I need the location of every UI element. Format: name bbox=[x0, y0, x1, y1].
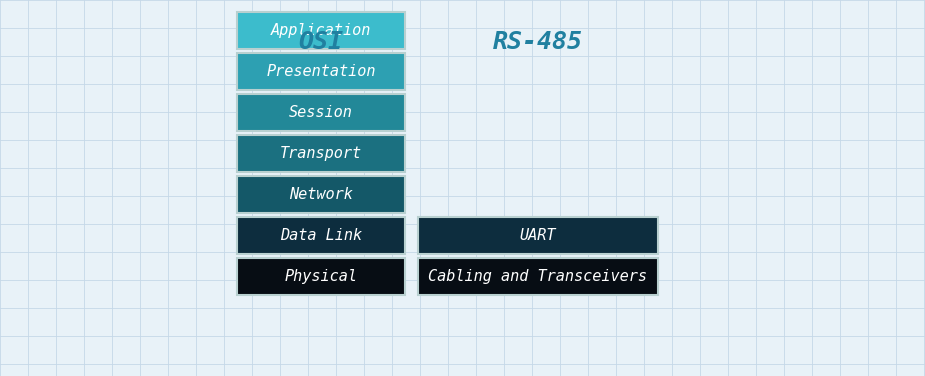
FancyBboxPatch shape bbox=[237, 12, 405, 49]
Text: UART: UART bbox=[520, 228, 556, 243]
Text: Physical: Physical bbox=[285, 269, 357, 284]
Text: RS-485: RS-485 bbox=[493, 30, 583, 54]
FancyBboxPatch shape bbox=[418, 217, 658, 254]
FancyBboxPatch shape bbox=[237, 217, 405, 254]
FancyBboxPatch shape bbox=[237, 53, 405, 90]
Text: Cabling and Transceivers: Cabling and Transceivers bbox=[428, 269, 648, 284]
FancyBboxPatch shape bbox=[237, 176, 405, 213]
Text: Transport: Transport bbox=[280, 146, 362, 161]
Text: Application: Application bbox=[271, 23, 371, 38]
Text: Presentation: Presentation bbox=[266, 64, 376, 79]
FancyBboxPatch shape bbox=[237, 258, 405, 295]
FancyBboxPatch shape bbox=[237, 135, 405, 172]
FancyBboxPatch shape bbox=[237, 94, 405, 131]
Text: Data Link: Data Link bbox=[280, 228, 362, 243]
Text: Network: Network bbox=[289, 187, 353, 202]
Text: OSI: OSI bbox=[299, 30, 343, 54]
FancyBboxPatch shape bbox=[418, 258, 658, 295]
Text: Session: Session bbox=[289, 105, 353, 120]
